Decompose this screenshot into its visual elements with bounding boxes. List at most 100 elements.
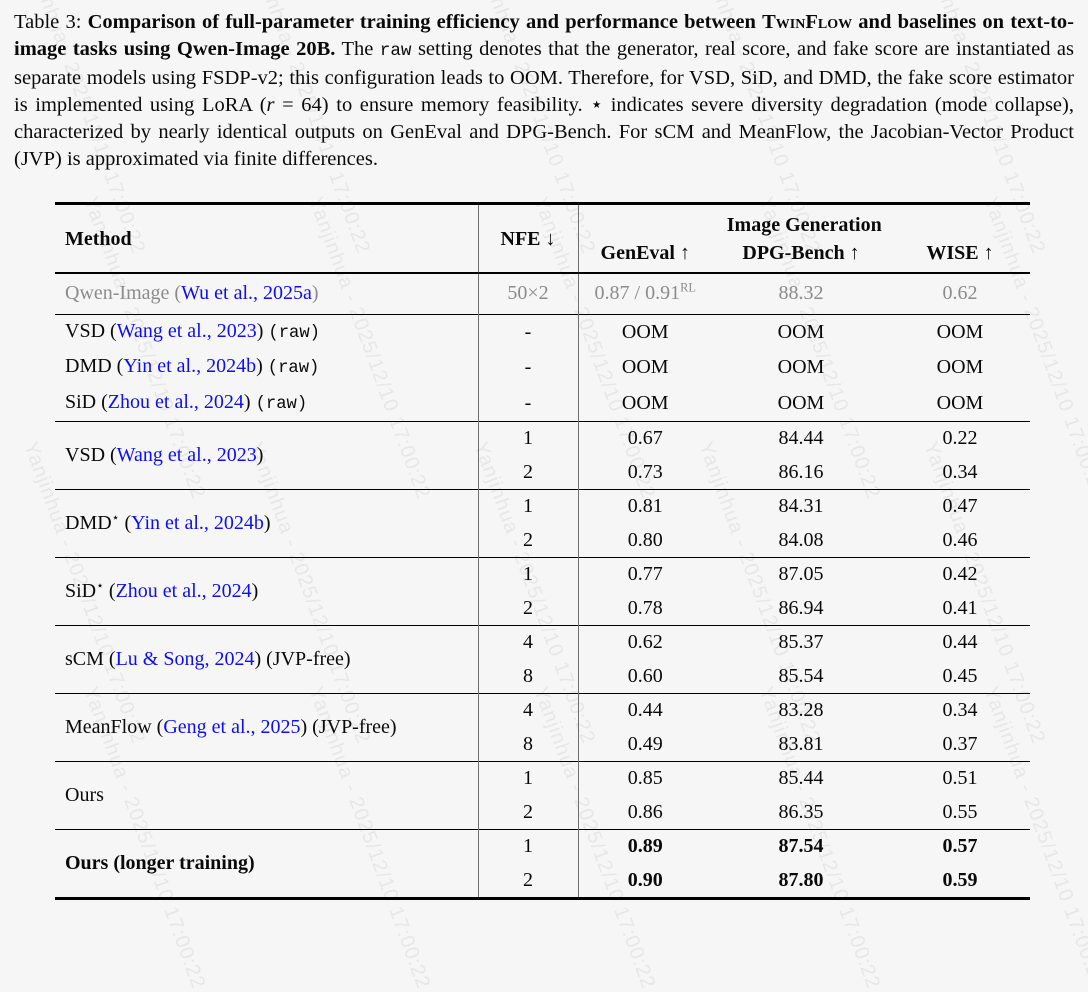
text-part: SiD ( — [65, 390, 108, 413]
text-part: 0.45 — [942, 664, 978, 687]
text-part: VSD ( — [65, 443, 117, 466]
citation-link[interactable]: Wu et al., 2025a — [181, 282, 312, 304]
text-part: ( — [103, 579, 116, 602]
text-part: 4 — [523, 631, 533, 653]
method-cell: Qwen-Image (Wu et al., 2025a) — [55, 273, 478, 314]
method-cell: SiD⋆ (Zhou et al., 2024) — [55, 558, 478, 626]
value-cell: 0.34 — [890, 456, 1030, 490]
text-part: VSD ( — [65, 319, 117, 342]
table-section: Ours 1 0.85 85.44 0.51 2 0.86 86.35 0.55 — [55, 761, 1030, 830]
value-cell: 0.62 — [578, 626, 712, 660]
text-part: 0.85 — [627, 767, 663, 789]
text-part: 1 — [523, 427, 533, 449]
value-cell: 83.81 — [712, 728, 890, 762]
text-part: OOM — [936, 391, 984, 414]
text-part: 0.51 — [942, 767, 978, 789]
text-part: ) (JVP-free) — [300, 715, 397, 738]
table-row: sCM (Lu & Song, 2024) (JVP-free) 4 0.62 85.… — [55, 625, 1030, 670]
citation-link[interactable]: Wang et al., 2023 — [116, 443, 257, 466]
text-part: 0.55 — [942, 800, 978, 823]
text-part: 86.35 — [778, 800, 824, 823]
table-section: VSD (Wang et al., 2023) (raw) - OOM OOM OOM D… — [55, 314, 1030, 422]
citation-link[interactable]: Zhou et al., 2024 — [115, 579, 252, 602]
value-cell: OOM — [712, 314, 890, 350]
text-part: Ours (longer training) — [65, 851, 255, 874]
text-part: Ours — [65, 783, 104, 806]
col-header-wise: WISE ↑ — [926, 242, 994, 264]
value-cell: 84.44 — [712, 422, 890, 456]
value-cell: 87.05 — [712, 558, 890, 592]
value-cell: OOM — [578, 386, 712, 422]
table-row: 2 0.73 86.16 0.34 — [55, 455, 1030, 490]
text-part: OOM — [621, 320, 669, 343]
text-part: - — [524, 356, 532, 378]
value-cell: 0.62 — [890, 273, 1030, 314]
value-cell: 87.54 — [712, 830, 890, 864]
value-cell: 86.16 — [712, 456, 890, 490]
text-part: 0.80 — [627, 528, 663, 551]
text-part: 1 — [523, 767, 533, 789]
value-cell: 0.45 — [890, 660, 1030, 694]
citation-link[interactable]: Wang et al., 2023 — [116, 319, 257, 342]
text-part: 87.80 — [778, 868, 824, 891]
text-part: The — [335, 38, 380, 60]
table-header: Method NFE ↓ Image Generation GenEval ↑ … — [55, 203, 1030, 273]
citation-link[interactable]: Yin et al., 2024b — [131, 511, 264, 534]
text-part: 84.08 — [778, 528, 824, 551]
value-cell: 0.86 — [578, 796, 712, 830]
table-row: SiD⋆ (Zhou et al., 2024) 1 0.77 87.05 0.42 — [55, 557, 1030, 602]
value-cell: 0.55 — [890, 796, 1030, 830]
value-cell: 0.78 — [578, 592, 712, 626]
text-part: r — [266, 94, 275, 116]
text-part: 0.37 — [942, 732, 978, 755]
value-cell: 0.59 — [890, 864, 1030, 899]
text-part: and baselines on text-to-image tasks usi… — [14, 11, 1074, 60]
text-part: DMD ( — [65, 355, 124, 377]
value-cell: 85.54 — [712, 660, 890, 694]
text-part: RL — [680, 280, 696, 295]
table-row: 8 0.60 85.54 0.45 — [55, 659, 1030, 694]
text-part: 0.90 — [627, 868, 663, 891]
text-part: ) (JVP-free) — [254, 647, 351, 670]
nfe-cell: 2 — [477, 455, 579, 490]
text-part: 84.31 — [778, 495, 824, 517]
text-part: 0.89 — [627, 835, 663, 857]
text-part: 0.59 — [942, 868, 978, 891]
table-caption: Table 3: Comparison of full-parameter tr… — [14, 9, 1074, 173]
text-part: ) — [256, 319, 269, 342]
citation-link[interactable]: Zhou et al., 2024 — [107, 390, 244, 413]
text-part: 0.46 — [942, 528, 978, 551]
method-cell: VSD (Wang et al., 2023) — [55, 422, 478, 490]
text-part: ) — [311, 282, 319, 304]
col-header-geneval: GenEval ↑ — [600, 242, 690, 264]
table-row: Ours 1 0.85 85.44 0.51 — [55, 761, 1030, 806]
nfe-cell: 4 — [477, 693, 579, 728]
text-part: 0.49 — [627, 732, 663, 755]
col-header-nfe: NFE ↓ — [477, 203, 579, 273]
citation-link[interactable]: Geng et al., 2025 — [163, 715, 301, 738]
text-part: 87.54 — [778, 835, 824, 857]
text-part: SiD — [65, 579, 97, 602]
value-cell: 0.81 — [578, 490, 712, 524]
text-part: 85.44 — [778, 767, 824, 789]
table-section: DMD⋆ (Yin et al., 2024b) 1 0.81 84.31 0.47 2 0… — [55, 489, 1030, 558]
table-row: 2 0.80 84.08 0.46 — [55, 523, 1030, 558]
text-part: ⋆ — [96, 578, 104, 593]
value-cell: 0.89 — [578, 830, 712, 864]
text-part: 87.05 — [778, 563, 824, 585]
text-part: - — [524, 320, 532, 343]
text-part: ( — [119, 511, 132, 534]
nfe-cell: 1 — [477, 489, 579, 524]
value-cell: OOM — [890, 314, 1030, 350]
nfe-cell: 8 — [477, 659, 579, 694]
value-cell: 0.85 — [578, 762, 712, 796]
text-part: 0.62 — [942, 282, 978, 304]
citation-link[interactable]: Lu & Song, 2024 — [115, 647, 255, 670]
value-cell: 0.34 — [890, 694, 1030, 728]
value-cell: OOM — [712, 386, 890, 422]
citation-link[interactable]: Yin et al., 2024b — [123, 355, 257, 377]
text-part: 0.34 — [942, 699, 978, 721]
table-row: 2 0.86 86.35 0.55 — [55, 795, 1030, 830]
nfe-cell: 2 — [477, 795, 579, 830]
text-part: 2 — [523, 596, 533, 619]
